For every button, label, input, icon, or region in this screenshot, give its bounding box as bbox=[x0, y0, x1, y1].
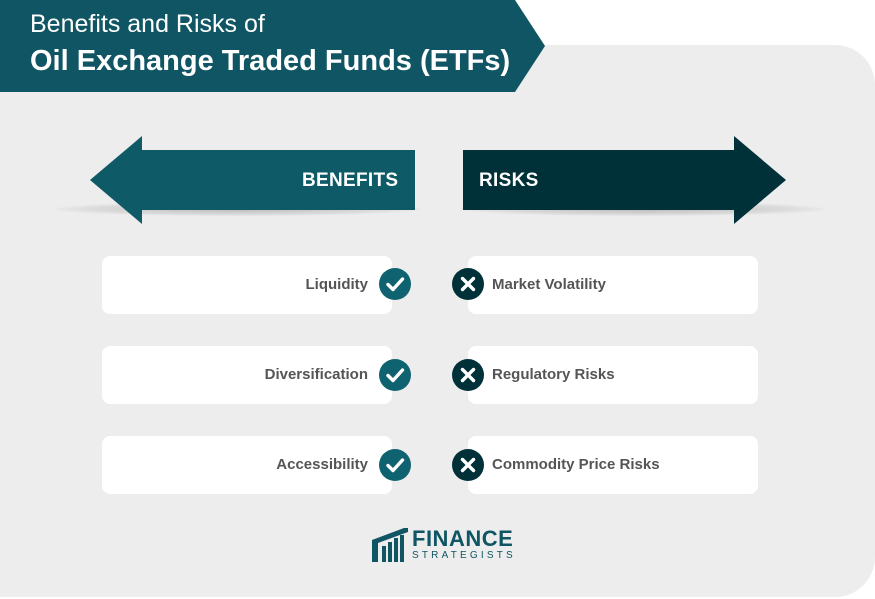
background-panel bbox=[0, 45, 875, 597]
check-icon bbox=[379, 359, 411, 391]
title-banner: Benefits and Risks of Oil Exchange Trade… bbox=[0, 0, 545, 92]
cross-icon bbox=[452, 359, 484, 391]
title-banner-shape bbox=[0, 0, 545, 92]
benefit-label: Diversification bbox=[264, 366, 368, 383]
benefit-card: Accessibility bbox=[102, 436, 392, 494]
risk-label: Market Volatility bbox=[492, 276, 606, 293]
benefit-card: Diversification bbox=[102, 346, 392, 404]
risks-heading: RISKS bbox=[479, 170, 539, 191]
check-icon bbox=[379, 268, 411, 300]
benefit-card: Liquidity bbox=[102, 256, 392, 314]
title-line-2: Oil Exchange Traded Funds (ETFs) bbox=[30, 45, 511, 77]
benefits-arrow bbox=[90, 136, 415, 224]
finance-strategists-logo: FINANCE STRATEGISTS bbox=[372, 526, 514, 562]
benefit-label: Liquidity bbox=[305, 276, 369, 293]
risk-card: Regulatory Risks bbox=[468, 346, 758, 404]
logo-word-finance: FINANCE bbox=[412, 526, 514, 551]
title-line-1: Benefits and Risks of bbox=[30, 10, 265, 38]
benefit-label: Accessibility bbox=[276, 456, 368, 473]
risk-label: Regulatory Risks bbox=[492, 366, 615, 383]
risk-card: Commodity Price Risks bbox=[468, 436, 758, 494]
risks-arrow bbox=[463, 136, 786, 224]
risk-label: Commodity Price Risks bbox=[492, 456, 660, 473]
benefits-heading: BENEFITS bbox=[302, 170, 399, 191]
cross-icon bbox=[452, 268, 484, 300]
risk-card: Market Volatility bbox=[468, 256, 758, 314]
finance-strategists-logo-icon bbox=[372, 528, 408, 562]
cross-icon bbox=[452, 449, 484, 481]
check-icon bbox=[379, 449, 411, 481]
logo-word-strategists: STRATEGISTS bbox=[412, 550, 516, 561]
